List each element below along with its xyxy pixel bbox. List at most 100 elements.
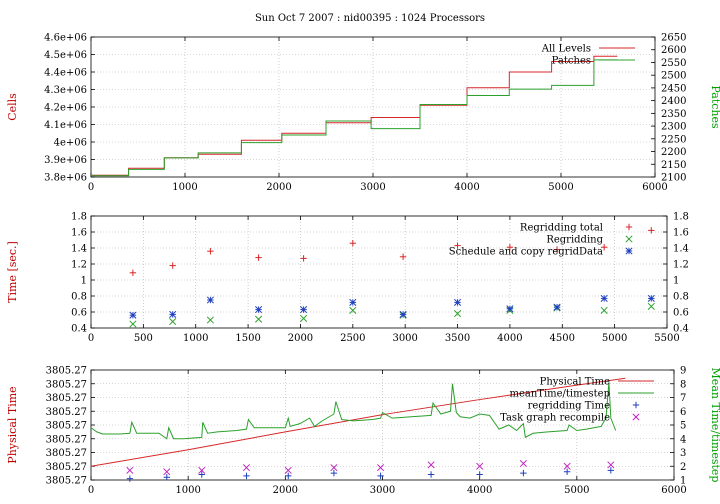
legend-label: regridding Time <box>528 401 610 412</box>
regridding-time-chart: 0 500 1000 1500 2000 2500 3000 3500 4000 4500 5000… <box>6 212 689 345</box>
y2-tick-label: 8 <box>680 379 686 390</box>
data-point-d2 <box>169 318 177 326</box>
y2-tick-label: 2100 <box>661 173 686 184</box>
x-tick-label: 3500 <box>445 333 470 344</box>
y-tick-label: 3805.27 <box>46 366 87 377</box>
y2-tick-label: 3 <box>680 448 686 459</box>
data-point-d2 <box>453 310 462 318</box>
series-3 <box>126 459 615 476</box>
legend-label: All Levels <box>541 44 591 55</box>
series-0 <box>91 55 618 176</box>
x-tick-label: 1500 <box>235 333 260 344</box>
x-tick-label: 3000 <box>360 182 385 193</box>
y2-tick-label: 2600 <box>661 45 686 56</box>
y-tick-label: 3805.27 <box>46 434 87 445</box>
data-point-d2 <box>300 314 308 322</box>
y-tick-label: 4.3e+06 <box>44 85 87 96</box>
y-tick-label: 3805.27 <box>46 393 87 404</box>
y2-tick-label: 1 <box>680 476 686 487</box>
series-0 <box>90 377 626 467</box>
data-point-d2 <box>506 305 514 313</box>
y-tick-label: 4e+06 <box>54 138 87 149</box>
y-right-tick-label: 1.6 <box>673 228 689 239</box>
data-point-d2 <box>169 310 177 318</box>
x-tick-label: 0 <box>88 182 94 193</box>
legend-marker-d2 <box>625 235 633 243</box>
data-point-d2 <box>163 468 171 476</box>
x-tick-label: 5500 <box>654 333 679 344</box>
y-tick-label: 3805.27 <box>46 379 87 390</box>
legend-label: Regridding <box>546 235 603 246</box>
data-point-d2 <box>242 464 251 472</box>
x-tick-label: 4000 <box>497 333 522 344</box>
y2-tick-label: 2250 <box>661 134 686 145</box>
plot-frame <box>90 215 668 329</box>
y-tick-label: 1.2 <box>71 260 87 271</box>
data-point-d2 <box>427 461 435 469</box>
x-tick-label: 4000 <box>454 182 479 193</box>
x-tick-label: 3000 <box>392 333 417 344</box>
x-tick-label: 6000 <box>642 182 667 193</box>
x-tick-label: 5000 <box>602 333 627 344</box>
y2-tick-label: 2200 <box>661 147 686 158</box>
legend-label: Task graph recompile <box>500 413 610 424</box>
y2-axis-label: Patches <box>709 85 720 129</box>
x-tick-label: 500 <box>134 333 153 344</box>
data-point-d2 <box>519 459 527 468</box>
data-point-d2 <box>607 461 615 469</box>
x-tick-label: 3000 <box>370 485 395 496</box>
legend-marker-d2 <box>632 413 640 421</box>
y2-tick-label: 2550 <box>661 58 686 69</box>
y-right-tick-label: 0.6 <box>673 308 689 319</box>
y-tick-label: 3805.27 <box>46 462 87 473</box>
data-point-d2 <box>349 298 357 306</box>
y2-tick-label: 9 <box>680 366 686 377</box>
data-point-d2 <box>563 462 571 470</box>
y-axis-label: Physical Time <box>6 386 19 463</box>
y-axis-label: Time [sec.] <box>6 241 19 303</box>
y2-tick-label: 4 <box>680 434 686 445</box>
y-tick-label: 4.2e+06 <box>44 103 87 114</box>
data-point-d2 <box>377 464 385 472</box>
y-tick-label: 4.4e+06 <box>44 68 87 79</box>
data-point-d2 <box>330 464 338 472</box>
data-point-d2 <box>300 306 308 314</box>
cells-patches-chart: 0 1000 2000 3000 4000 5000 6000 3.8e+06 3.9e+06 4… <box>6 33 720 194</box>
data-point-d2 <box>198 466 206 474</box>
y-right-tick-label: 1.4 <box>673 244 689 255</box>
y2-tick-label: 2350 <box>661 109 686 120</box>
x-tick-label: 0 <box>88 333 94 344</box>
data-point-d2 <box>206 316 214 324</box>
y-tick-label: 0.6 <box>71 308 87 319</box>
y2-tick-label: 2400 <box>661 96 686 107</box>
data-point-d2 <box>284 466 292 474</box>
y2-tick-label: 2150 <box>661 160 686 171</box>
series-1 <box>129 302 655 328</box>
y-tick-label: 0.8 <box>71 292 87 303</box>
y2-tick-label: 7 <box>680 393 686 404</box>
x-tick-label: 2000 <box>273 485 298 496</box>
legend-label: Patches <box>552 56 591 67</box>
y-tick-label: 4.5e+06 <box>44 50 87 61</box>
y-right-tick-label: 1 <box>673 276 679 287</box>
y2-tick-label: 6 <box>680 407 686 418</box>
series-line <box>90 382 617 440</box>
data-point-d2 <box>647 302 655 310</box>
y-axis-label: Cells <box>6 93 19 121</box>
data-point-d2 <box>206 296 214 304</box>
legend-marker-d2 <box>625 247 633 255</box>
legend-label: Regridding total <box>520 223 603 234</box>
y2-axis-label: Mean Time/timestep <box>709 368 720 483</box>
data-point-d2 <box>399 310 407 318</box>
x-tick-label: 4000 <box>467 485 492 496</box>
y2-tick-label: 2450 <box>661 83 686 94</box>
data-point-d2 <box>453 298 462 306</box>
series-0 <box>129 227 655 276</box>
figure-title: Sun Oct 7 2007 : nid00395 : 1024 Process… <box>255 13 485 24</box>
y2-tick-label: 2650 <box>661 33 686 44</box>
y2-tick-label: 5 <box>680 421 686 432</box>
x-tick-label: 1000 <box>172 182 197 193</box>
y-tick-label: 1.6 <box>71 228 87 239</box>
x-tick-label: 1000 <box>175 485 200 496</box>
